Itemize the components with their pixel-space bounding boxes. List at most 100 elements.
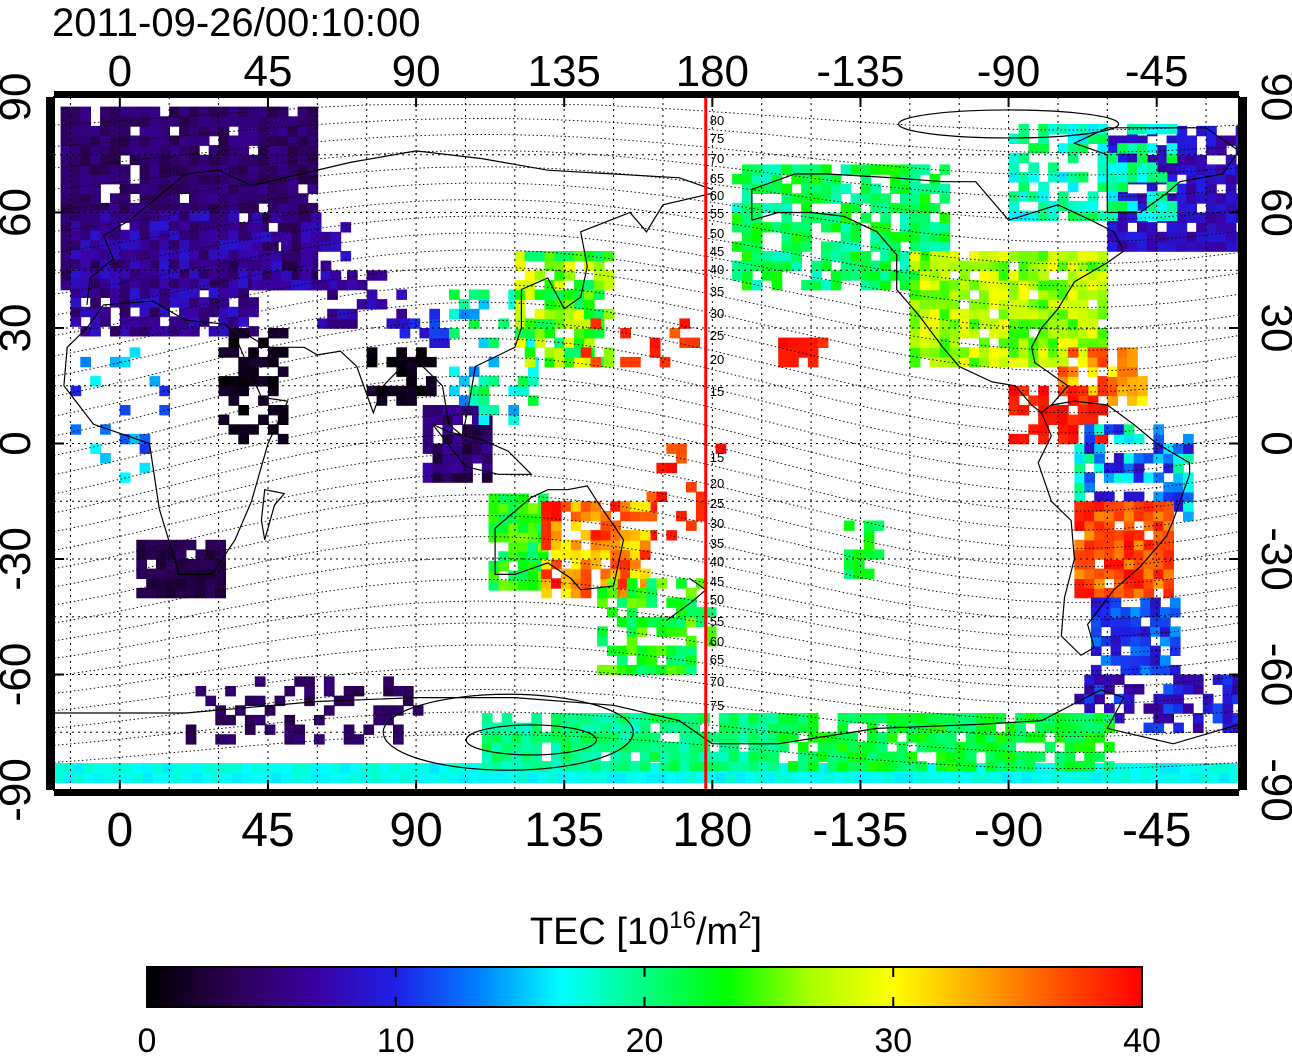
- tec-patch: [1219, 772, 1230, 784]
- top-longitude-labels: 0 45 90 135 180 -135 -90 -45: [108, 47, 1189, 96]
- tec-patch: [1222, 684, 1234, 695]
- tec-patch: [742, 279, 753, 291]
- tec-patch: [544, 299, 556, 310]
- tec-patch: [630, 722, 641, 733]
- tec-patch: [1067, 133, 1079, 144]
- tec-patch: [169, 278, 180, 289]
- tec-patch: [788, 722, 799, 733]
- tec-patch: [880, 164, 891, 175]
- tec-patch: [1107, 241, 1118, 252]
- tec-patch: [1087, 356, 1099, 368]
- tec-patch: [330, 270, 342, 281]
- tec-patch: [821, 251, 832, 262]
- tec-patch: [528, 551, 539, 562]
- tec-patch: [175, 539, 187, 551]
- tec-patch: [751, 183, 763, 194]
- mag-lat-contour: [54, 266, 1239, 351]
- tec-patch: [228, 220, 240, 231]
- tec-patch: [261, 772, 273, 784]
- tec-patch: [218, 239, 230, 250]
- tec-patch: [70, 258, 82, 270]
- tec-patch: [781, 193, 793, 204]
- tec-patch: [300, 231, 312, 243]
- tec-patch: [113, 772, 124, 784]
- tec-patch: [1206, 183, 1217, 194]
- tec-patch: [1156, 145, 1168, 156]
- tec-patch: [1018, 270, 1030, 281]
- tec-patch: [929, 260, 941, 271]
- tec-patch: [807, 356, 819, 368]
- tec-patch: [570, 751, 582, 762]
- mag-lat-contour: [54, 232, 1239, 309]
- tec-patch: [90, 249, 101, 260]
- tec-patch: [215, 559, 226, 570]
- frame-ticks: [46, 91, 1247, 796]
- tec-patch: [880, 260, 891, 271]
- tec-patch: [1097, 162, 1109, 173]
- tec-patch: [1104, 501, 1115, 512]
- tec-patch: [742, 193, 753, 204]
- tec-patch: [366, 270, 378, 281]
- tec-patch: [880, 193, 891, 204]
- tec-patch: [90, 287, 101, 298]
- tec-patch: [1048, 347, 1059, 358]
- tec-patch: [979, 260, 990, 271]
- tec-patch: [1094, 501, 1105, 512]
- tec-patch: [478, 414, 490, 425]
- tec-patch: [587, 772, 598, 784]
- tec-patch: [281, 241, 292, 252]
- tec-patch: [1067, 414, 1079, 425]
- tec-patch: [189, 193, 200, 204]
- tec-patch: [458, 772, 470, 784]
- tec-patch: [610, 751, 621, 762]
- tec-patch: [639, 539, 651, 551]
- tec-patch: [929, 251, 941, 262]
- tec-patch: [218, 183, 230, 194]
- tec-patch: [1206, 135, 1217, 146]
- tec-patch: [1176, 193, 1188, 204]
- tec-patch: [531, 732, 542, 743]
- tec-patch: [129, 229, 141, 241]
- tec-patch: [228, 395, 240, 406]
- tec-patch: [863, 530, 875, 541]
- tec-patch: [442, 405, 454, 416]
- right-lat-label: 30: [1252, 304, 1292, 353]
- tec-patch: [607, 587, 618, 599]
- tec-patch: [570, 549, 582, 560]
- tec-patch: [1225, 154, 1237, 166]
- tec-patch: [185, 559, 197, 570]
- tec-patch: [198, 116, 210, 127]
- tec-patch: [804, 772, 816, 784]
- tec-patch: [748, 761, 760, 772]
- tec-patch: [1123, 530, 1135, 541]
- tec-patch: [429, 337, 440, 348]
- tec-patch: [208, 287, 220, 298]
- tec-patch: [488, 503, 500, 514]
- tec-patch: [1143, 520, 1155, 531]
- tec-patch: [149, 376, 161, 387]
- tec-patch: [179, 326, 190, 337]
- tec-patch: [669, 761, 681, 772]
- tec-patch: [185, 724, 197, 735]
- tec-patch: [169, 174, 180, 185]
- tec-patch: [1084, 424, 1095, 435]
- tec-patch: [709, 732, 720, 743]
- tec-patch: [1123, 559, 1135, 570]
- tec-patch: [277, 347, 289, 358]
- tec-patch: [778, 356, 789, 368]
- tec-patch: [90, 326, 101, 337]
- tec-patch: [175, 568, 187, 579]
- tec-patch: [771, 174, 783, 185]
- tec-patch: [238, 316, 249, 327]
- tec-patch: [610, 761, 621, 772]
- tec-patch: [139, 164, 151, 175]
- tec-patch: [1163, 482, 1174, 493]
- contour-label: 70: [710, 674, 724, 689]
- tec-patch: [119, 106, 131, 117]
- tec-patch: [705, 772, 717, 784]
- tec-patch: [449, 366, 460, 377]
- tec-patch: [317, 318, 328, 329]
- tec-patch: [1097, 376, 1109, 387]
- tec-patch: [1186, 202, 1197, 214]
- tec-patch: [1107, 200, 1118, 212]
